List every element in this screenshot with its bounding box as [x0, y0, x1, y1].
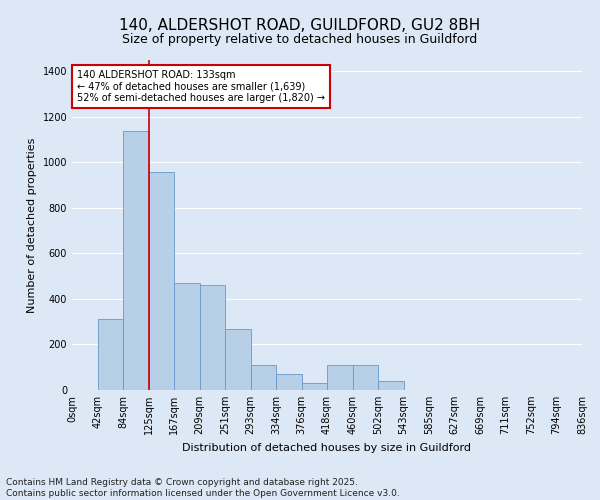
Bar	[327, 365, 353, 390]
Bar	[149, 172, 174, 390]
Text: 140, ALDERSHOT ROAD, GUILDFORD, GU2 8BH: 140, ALDERSHOT ROAD, GUILDFORD, GU2 8BH	[119, 18, 481, 32]
Text: Contains HM Land Registry data © Crown copyright and database right 2025.
Contai: Contains HM Land Registry data © Crown c…	[6, 478, 400, 498]
Bar	[378, 381, 404, 390]
Bar	[225, 328, 251, 390]
Y-axis label: Number of detached properties: Number of detached properties	[27, 138, 37, 312]
Bar	[174, 283, 199, 390]
Text: 140 ALDERSHOT ROAD: 133sqm
← 47% of detached houses are smaller (1,639)
52% of s: 140 ALDERSHOT ROAD: 133sqm ← 47% of deta…	[77, 70, 325, 103]
Bar	[97, 320, 123, 390]
Bar	[276, 374, 302, 390]
Bar	[123, 130, 149, 390]
Bar	[302, 383, 327, 390]
Text: Size of property relative to detached houses in Guildford: Size of property relative to detached ho…	[122, 32, 478, 46]
Bar	[353, 365, 378, 390]
Bar	[199, 286, 225, 390]
Bar	[251, 365, 276, 390]
X-axis label: Distribution of detached houses by size in Guildford: Distribution of detached houses by size …	[182, 442, 472, 452]
